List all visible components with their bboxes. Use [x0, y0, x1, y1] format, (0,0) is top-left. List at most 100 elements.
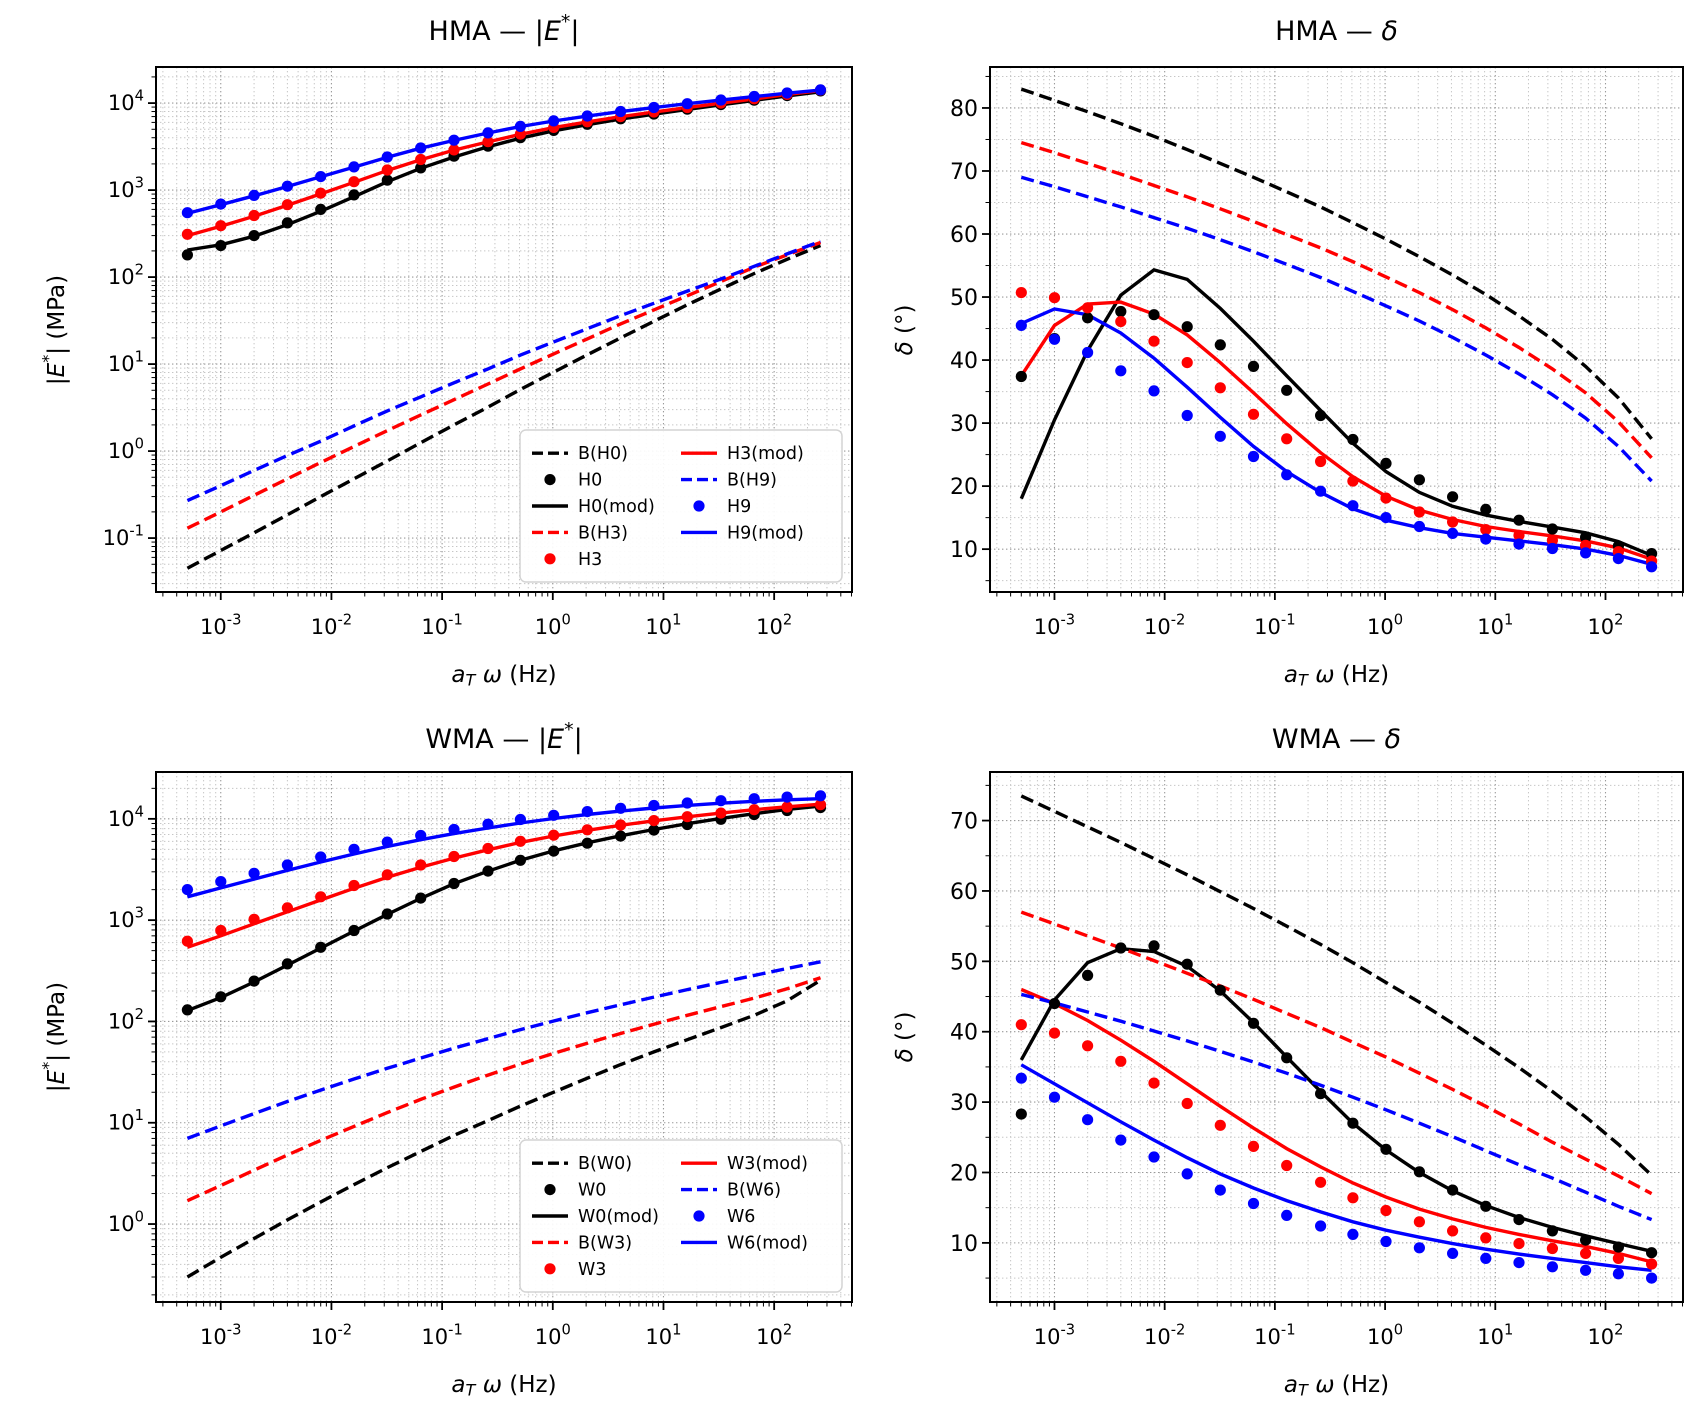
y-tick-label: 10	[950, 1232, 978, 1257]
y-axis-label: |E*| (MPa)	[39, 982, 70, 1092]
y-tick-label: 100	[108, 436, 144, 464]
legend-entry-H0(mod): H0(mod)	[532, 497, 655, 517]
major-ticks	[982, 819, 1607, 1310]
series-line-H9(mod)	[186, 88, 821, 216]
legend-entry-W3: W3	[544, 1260, 606, 1280]
x-tick-label: 100	[535, 612, 571, 640]
series-group	[181, 84, 827, 570]
legend-label: B(W0)	[578, 1154, 632, 1174]
x-tick-label: 10-3	[200, 612, 241, 640]
series-line-B(W6)	[1020, 992, 1653, 1222]
series-group	[1015, 794, 1658, 1284]
series-line-B(W6)	[186, 960, 821, 1140]
x-tick-label: 100	[535, 1322, 571, 1350]
legend-entry-W3(mod): W3(mod)	[681, 1154, 808, 1174]
y-tick-label: 40	[950, 1021, 978, 1046]
legend-entry-B(W0): B(W0)	[532, 1154, 632, 1174]
series-line-B(W0)	[1020, 794, 1653, 1177]
x-tick-label: 10-3	[200, 1322, 241, 1350]
series-line-W6(mod)	[1020, 1063, 1652, 1272]
major-ticks	[148, 102, 776, 600]
grid	[990, 772, 1684, 1302]
y-tick-label: 60	[950, 880, 978, 905]
y-tick-label: 30	[950, 1091, 978, 1116]
y-tick-label: 70	[950, 810, 978, 835]
y-axis-label: |E*| (MPa)	[39, 275, 70, 385]
tick-labels: 10-3 10-2 10-1 100 101 102 10 20 30 40 50 60 70	[950, 810, 1624, 1349]
chart-wma-modulus: 10-3 10-2 10-1 100 101 102 100 101 102 103 104 WMA …	[39, 719, 853, 1400]
series-line-B(H3)	[1020, 140, 1653, 459]
series-dots-H9	[1015, 319, 1658, 573]
major-ticks	[982, 107, 1607, 600]
legend-entry-H0: H0	[544, 471, 602, 491]
series-dots-H9	[181, 84, 827, 219]
plot-title: HMA — |E*|	[429, 11, 580, 47]
x-tick-label: 10-2	[1144, 1322, 1185, 1350]
series-line-W3(mod)	[1020, 987, 1653, 1264]
y-tick-label: 101	[108, 349, 144, 377]
minor-ticks	[151, 76, 853, 597]
x-tick-label: 100	[1367, 612, 1403, 640]
grid-minor	[990, 772, 1684, 1302]
legend-label: B(W3)	[578, 1233, 632, 1253]
legend-label: H0(mod)	[578, 497, 655, 517]
series-line-H3(mod)	[186, 88, 821, 238]
series-group	[181, 790, 827, 1279]
series-line-B(H0)	[1020, 87, 1653, 440]
x-tick-label: 10-1	[421, 612, 462, 640]
plot-title: HMA — δ	[1275, 16, 1398, 47]
legend-label: B(W6)	[727, 1181, 781, 1201]
series-line-H9(mod)	[1020, 307, 1653, 566]
series-group	[1015, 87, 1658, 573]
x-tick-label: 101	[1477, 612, 1513, 640]
series-line-H3(mod)	[1019, 300, 1653, 561]
x-tick-label: 10-1	[421, 1322, 462, 1350]
y-tick-label: 50	[950, 286, 978, 311]
series-dots-H3	[1015, 287, 1658, 567]
y-tick-label: 10-1	[103, 523, 144, 551]
x-tick-label: 10-2	[311, 612, 352, 640]
chart-wma-phase: 10-3 10-2 10-1 100 101 102 10 20 30 40 50 60 70 WMA —…	[892, 724, 1684, 1400]
x-tick-label: 10-2	[1144, 612, 1185, 640]
legend-label: W0	[578, 1181, 606, 1201]
plot-frame	[989, 771, 1684, 1303]
y-tick-label: 102	[108, 262, 144, 290]
legend-label: B(H0)	[578, 444, 628, 464]
legend-entry-W6: W6	[693, 1207, 755, 1227]
tick-labels: 10-3 10-2 10-1 100 101 102 100 101 102 103 104	[108, 803, 792, 1349]
y-tick-label: 10	[950, 538, 978, 563]
x-tick-label: 100	[1367, 1322, 1403, 1350]
x-tick-label: 102	[1587, 612, 1623, 640]
minor-ticks	[985, 75, 1684, 597]
y-tick-label: 103	[108, 905, 144, 933]
y-tick-label: 80	[950, 97, 978, 122]
y-tick-label: 103	[108, 175, 144, 203]
y-tick-label: 104	[108, 803, 144, 831]
x-tick-label: 101	[1477, 1322, 1513, 1350]
x-tick-label: 102	[756, 1322, 792, 1350]
x-axis-label: aT ω (Hz)	[1284, 662, 1389, 690]
y-axis-label: δ (°)	[892, 305, 918, 356]
plot-title: WMA — δ	[1272, 724, 1401, 755]
series-dots-W0	[1015, 940, 1658, 1259]
series-line-W0(mod)	[1019, 946, 1652, 1253]
legend-entry-H9: H9	[693, 497, 751, 517]
series-line-W3(mod)	[186, 802, 821, 949]
legend-label: H0	[578, 471, 602, 491]
series-dots-W3	[181, 799, 827, 947]
x-tick-label: 102	[1587, 1322, 1623, 1350]
legend-label: H9(mod)	[727, 523, 804, 543]
y-tick-label: 70	[950, 160, 978, 185]
chart-hma-phase: 10-3 10-2 10-1 100 101 102 10 20 30 40 50 60 70 80 HMA…	[892, 16, 1684, 690]
x-tick-label: 10-3	[1034, 1322, 1075, 1350]
legend-label: W6	[727, 1207, 755, 1227]
x-tick-label: 101	[645, 612, 681, 640]
legend-label: W6(mod)	[727, 1233, 808, 1253]
series-dots-W6	[181, 790, 827, 896]
tick-labels: 10-3 10-2 10-1 100 101 102 10 20 30 40 50 60 70 80	[950, 97, 1624, 639]
legend-label: B(H3)	[578, 523, 628, 543]
legend-label: W3(mod)	[727, 1154, 808, 1174]
y-tick-label: 50	[950, 950, 978, 975]
